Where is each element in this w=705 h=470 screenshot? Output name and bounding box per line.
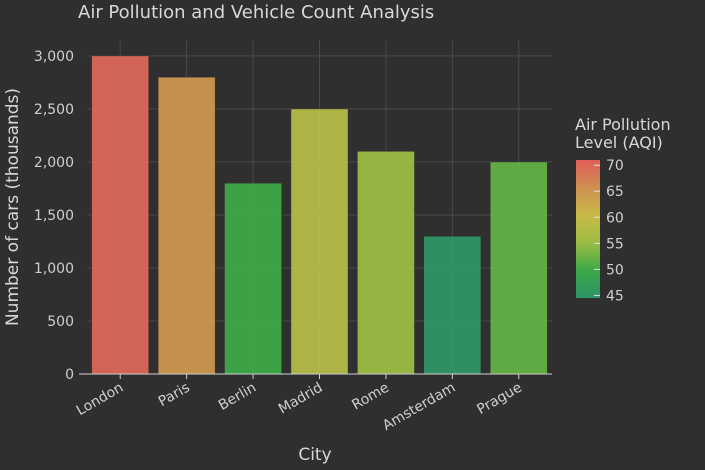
x-tick-label: Paris [156, 380, 193, 411]
y-tick-label: 2,000 [34, 155, 74, 171]
colorbar-tick-label: 55 [606, 236, 624, 252]
y-tick-label: 1,000 [34, 261, 74, 277]
x-tick-label: Rome [349, 380, 392, 414]
y-axis-title: Number of cars (thousands) [3, 88, 23, 326]
bar-london[interactable] [91, 55, 150, 375]
colorbar-title: Level (AQI) [575, 133, 663, 152]
y-tick-label: 0 [65, 367, 74, 383]
colorbar-tick-label: 60 [606, 210, 624, 226]
colorbar [576, 160, 600, 298]
bar-amsterdam[interactable] [423, 235, 482, 375]
y-tick-label: 1,500 [34, 208, 74, 224]
colorbar-title: Air Pollution [575, 115, 671, 134]
colorbar-tick-label: 45 [606, 288, 624, 304]
colorbar-tick-label: 70 [606, 158, 624, 174]
colorbar-tick-label: 50 [606, 262, 624, 278]
x-tick-label: Madrid [276, 380, 326, 418]
bar-rome[interactable] [357, 151, 415, 375]
colorbar-tick-label: 65 [606, 184, 624, 200]
x-axis-title: City [298, 445, 331, 465]
y-tick-label: 3,000 [34, 49, 74, 65]
bars [91, 55, 548, 375]
x-tick-label: London [74, 380, 126, 420]
bar-paris[interactable] [157, 76, 216, 375]
bar-prague[interactable] [489, 161, 548, 375]
x-tick-label: Prague [474, 380, 524, 418]
x-tick-label: Amsterdam [380, 380, 458, 434]
bar-madrid[interactable] [290, 108, 349, 375]
y-tick-label: 500 [47, 314, 74, 330]
y-tick-label: 2,500 [34, 102, 74, 118]
bar-berlin[interactable] [224, 182, 282, 375]
x-tick-label: Berlin [216, 380, 259, 414]
chart-title: Air Pollution and Vehicle Count Analysis [78, 2, 434, 23]
